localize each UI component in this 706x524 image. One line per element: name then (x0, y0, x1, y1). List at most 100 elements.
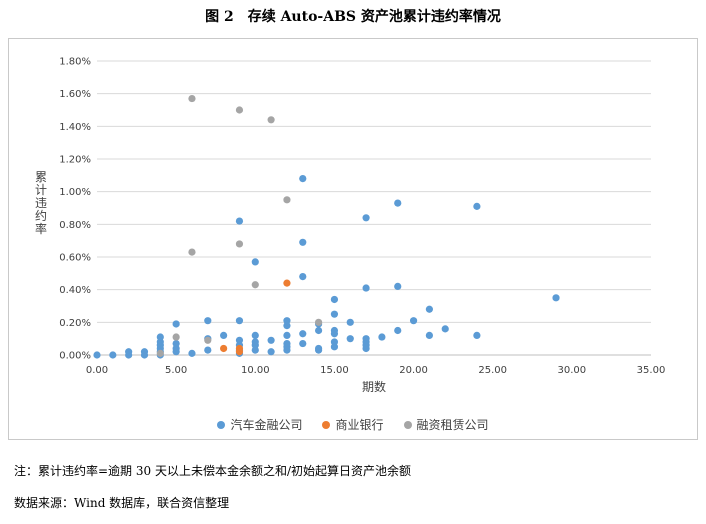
data-point-series-0 (362, 214, 370, 222)
data-point-series-1 (235, 344, 244, 353)
data-point-series-2 (188, 248, 196, 256)
x-tick-label: 20.00 (399, 365, 428, 376)
data-point-series-0 (283, 317, 291, 325)
x-tick-labels: 0.00 5.00 10.00 15.00 20.00 25.00 30.00 35.00 (86, 365, 665, 376)
scatter-chart: 0.00 5.00 10.00 15.00 20.00 25.00 30.00 35.00 0… (59, 57, 665, 395)
data-point-series-2 (315, 318, 323, 326)
data-point-series-1 (220, 344, 228, 353)
data-point-series-0 (362, 335, 370, 343)
data-point-series-0 (204, 317, 212, 325)
data-point-series-2 (283, 196, 291, 204)
data-point-series-0 (267, 336, 275, 344)
data-point-series-0 (346, 335, 354, 343)
data-point-series-0 (394, 326, 402, 335)
data-point-series-0 (378, 333, 386, 341)
data-point-series-2 (204, 336, 212, 344)
y-tick-label: 0.40% (59, 285, 91, 296)
data-point-series-0 (330, 310, 339, 318)
legend-label: 商业银行 (335, 418, 384, 432)
data-point-series-0 (394, 282, 402, 290)
data-point-series-0 (156, 333, 164, 341)
x-axis-title: 期数 (362, 379, 386, 394)
legend-marker (322, 420, 331, 429)
data-point-series-0 (425, 331, 433, 339)
legend-item-1: 商业银行 (322, 416, 384, 433)
figure-title: 图 2 存续 Auto-ABS 资产池累计违约率情况 (205, 9, 501, 25)
data-point-series-0 (409, 317, 418, 325)
data-points (93, 94, 560, 359)
data-point-series-2 (251, 281, 259, 289)
y-axis-title: 累计违约率 (34, 170, 47, 236)
data-point-series-0 (125, 348, 133, 356)
data-point-series-0 (172, 320, 180, 328)
data-point-series-0 (299, 339, 307, 348)
data-point-series-0 (473, 331, 481, 339)
source-note: 数据来源：Wind 数据库，联合资信整理 (14, 496, 230, 510)
data-point-series-0 (283, 331, 291, 339)
data-point-series-0 (425, 305, 433, 313)
legend: 汽车金融公司 商业银行 融资租赁公司 (0, 416, 706, 433)
data-point-series-0 (204, 346, 212, 354)
data-point-series-0 (330, 295, 339, 304)
data-point-series-1 (283, 279, 291, 287)
data-point-series-0 (235, 217, 244, 225)
data-point-series-0 (441, 325, 449, 333)
data-point-series-0 (140, 348, 149, 356)
data-point-series-0 (251, 258, 259, 266)
data-point-series-2 (235, 106, 244, 114)
data-point-series-0 (473, 202, 481, 210)
data-point-series-0 (172, 339, 180, 348)
y-tick-label: 0.80% (59, 220, 91, 231)
data-point-series-0 (315, 326, 323, 335)
data-point-series-0 (330, 326, 339, 335)
data-point-series-2 (156, 349, 164, 357)
y-tick-labels: 0.00% 0.20% 0.40% 0.60% 0.80% 1.00% 1.20% 1.40%… (59, 57, 91, 362)
x-tick-label: 30.00 (558, 365, 587, 376)
data-point-series-2 (188, 94, 196, 103)
grid-lines (97, 60, 651, 356)
data-point-series-0 (299, 175, 307, 183)
x-tick-label: 0.00 (86, 365, 108, 376)
legend-item-2: 融资租赁公司 (403, 416, 489, 433)
data-point-series-0 (93, 351, 101, 359)
data-point-series-0 (346, 318, 354, 326)
x-tick-label: 25.00 (478, 365, 507, 376)
x-tick-label: 10.00 (241, 365, 270, 376)
data-point-series-0 (315, 344, 323, 353)
data-point-series-0 (235, 317, 244, 325)
y-tick-label: 1.80% (59, 57, 91, 68)
data-point-series-0 (220, 331, 228, 339)
y-tick-label: 1.20% (59, 155, 91, 166)
data-point-series-0 (394, 199, 402, 207)
data-point-series-0 (552, 294, 560, 302)
y-tick-label: 0.00% (59, 351, 91, 362)
data-point-series-0 (267, 348, 275, 356)
data-point-series-0 (251, 331, 259, 339)
data-point-series-0 (330, 338, 339, 346)
data-point-series-0 (283, 339, 291, 348)
x-tick-label: 5.00 (165, 365, 187, 376)
legend-marker (403, 420, 412, 429)
data-point-series-0 (299, 273, 307, 281)
legend-item-0: 汽车金融公司 (217, 416, 302, 433)
x-tick-label: 35.00 (637, 365, 666, 376)
data-point-series-0 (235, 336, 244, 344)
data-point-series-2 (235, 240, 244, 248)
data-point-series-0 (299, 238, 307, 246)
x-tick-label: 15.00 (320, 365, 349, 376)
footnote: 注：累计违约率=逾期 30 天以上未偿本金余额之和/初始起算日资产池余额 (14, 464, 411, 478)
data-point-series-0 (299, 330, 307, 338)
legend-label: 融资租赁公司 (416, 418, 489, 432)
y-tick-label: 0.60% (59, 253, 91, 264)
data-point-series-0 (362, 284, 370, 292)
data-point-series-2 (267, 116, 275, 124)
y-tick-label: 1.00% (59, 187, 91, 198)
data-point-series-0 (188, 349, 196, 357)
y-tick-label: 1.60% (59, 89, 91, 100)
y-tick-label: 0.20% (59, 318, 91, 329)
data-point-series-0 (109, 351, 117, 359)
legend-marker (217, 420, 226, 429)
data-point-series-0 (251, 338, 259, 346)
data-point-series-2 (172, 333, 180, 341)
y-tick-label: 1.40% (59, 122, 91, 133)
